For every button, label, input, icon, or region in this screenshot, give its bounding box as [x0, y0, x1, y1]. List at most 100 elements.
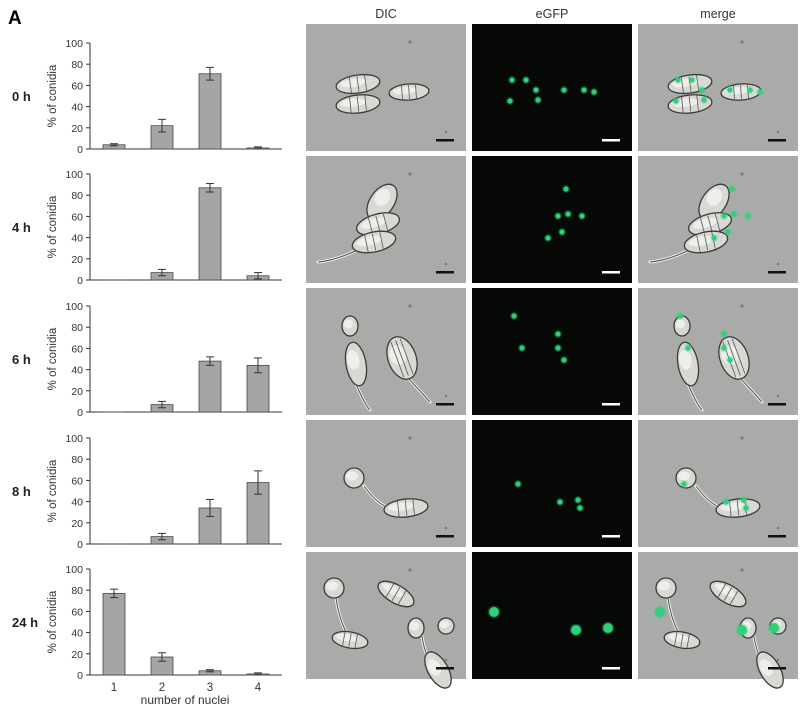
scale-bar: [602, 139, 620, 142]
y-tick-label: 100: [65, 169, 83, 181]
debris: [740, 568, 744, 572]
nucleus: [689, 77, 695, 83]
scale-bar: [436, 535, 454, 538]
conidium: [331, 630, 369, 650]
nucleus: [515, 481, 521, 487]
bar: [198, 73, 222, 150]
y-tick-label: 20: [71, 649, 83, 661]
septum: [699, 217, 706, 235]
septum: [391, 587, 401, 601]
micrograph-merge-3: [638, 288, 798, 415]
conidium-highlight: [356, 235, 383, 247]
scale-bar: [602, 667, 620, 670]
conidium-highlight: [409, 621, 420, 631]
conidium-highlight: [675, 319, 686, 329]
micrograph-background: [638, 288, 798, 415]
conidium-highlight: [382, 583, 405, 598]
debris: [444, 526, 448, 530]
bar: [198, 360, 222, 413]
scale-bar: [436, 667, 454, 670]
conidium-highlight: [326, 581, 338, 591]
conidium-highlight: [706, 188, 723, 206]
conidium-highlight: [714, 583, 737, 598]
septum: [371, 233, 377, 251]
micrograph-background: [306, 420, 466, 547]
micrograph-background: [472, 156, 632, 283]
septum: [397, 501, 400, 517]
y-tick-label: 0: [77, 407, 83, 419]
septum: [348, 77, 352, 93]
conidium: [335, 94, 381, 114]
septum: [740, 85, 742, 99]
nucleus: [545, 235, 551, 241]
septum: [364, 235, 369, 252]
nucleus: [565, 211, 571, 217]
septum: [390, 341, 405, 378]
y-tick-label: 60: [71, 80, 83, 92]
conidium-highlight: [672, 98, 699, 107]
y-tick-label: 40: [71, 365, 83, 377]
debris: [408, 172, 412, 176]
nucleus: [575, 497, 581, 503]
nucleus: [757, 89, 763, 95]
septum: [385, 583, 395, 598]
y-tick-label: 60: [71, 343, 83, 355]
septum: [681, 97, 684, 113]
y-tick-label: 100: [65, 38, 83, 50]
debris: [408, 304, 412, 308]
nucleus: [535, 97, 541, 103]
septum: [348, 633, 352, 647]
micrograph-grid: [306, 24, 798, 689]
x-tick-label: 4: [255, 682, 262, 694]
conidium: [687, 212, 733, 236]
scale-bar: [436, 139, 454, 142]
nucleus: [727, 87, 733, 93]
nucleus: [519, 345, 525, 351]
septum: [399, 338, 414, 375]
conidium-highlight: [427, 659, 442, 676]
column-header-merge: merge: [700, 7, 735, 21]
conidium: [351, 230, 397, 254]
column-header-egfp: eGFP: [536, 7, 569, 21]
scale-bar: [436, 403, 454, 406]
nucleus: [559, 229, 565, 235]
y-tick-label: 60: [71, 211, 83, 223]
nucleus: [561, 357, 567, 363]
column-header-dic: DIC: [375, 7, 397, 21]
nucleus: [557, 499, 563, 505]
debris: [740, 436, 744, 440]
conidium: [718, 336, 750, 380]
nucleus: [727, 357, 733, 363]
scale-bar: [768, 535, 786, 538]
nucleus: [685, 345, 691, 351]
micrograph-dic-5: [306, 552, 466, 689]
conidium: [341, 315, 359, 337]
septum: [364, 95, 367, 111]
nucleus: [555, 331, 561, 337]
conidium: [407, 617, 425, 639]
nucleus: [729, 186, 735, 192]
septum: [714, 213, 721, 231]
septum: [356, 76, 360, 92]
septum: [686, 634, 690, 648]
septum: [729, 501, 732, 517]
conidium: [675, 467, 697, 489]
y-tick-label: 0: [77, 144, 83, 156]
conidium-highlight: [439, 620, 450, 628]
micrograph-egfp-5: [472, 552, 632, 679]
septum: [356, 96, 360, 112]
nucleus: [721, 331, 727, 337]
debris: [444, 658, 448, 662]
septum: [688, 96, 692, 112]
y-tick-label: 0: [77, 275, 83, 287]
y-axis-label: % of conidia: [47, 327, 59, 390]
y-tick-label: 60: [71, 475, 83, 487]
conidium-highlight: [336, 633, 358, 642]
y-tick-label: 20: [71, 254, 83, 266]
conidium-highlight: [388, 502, 415, 511]
septum: [415, 84, 417, 99]
conidium-highlight: [340, 98, 367, 107]
micrograph-background: [472, 288, 632, 415]
conidium: [323, 577, 345, 599]
